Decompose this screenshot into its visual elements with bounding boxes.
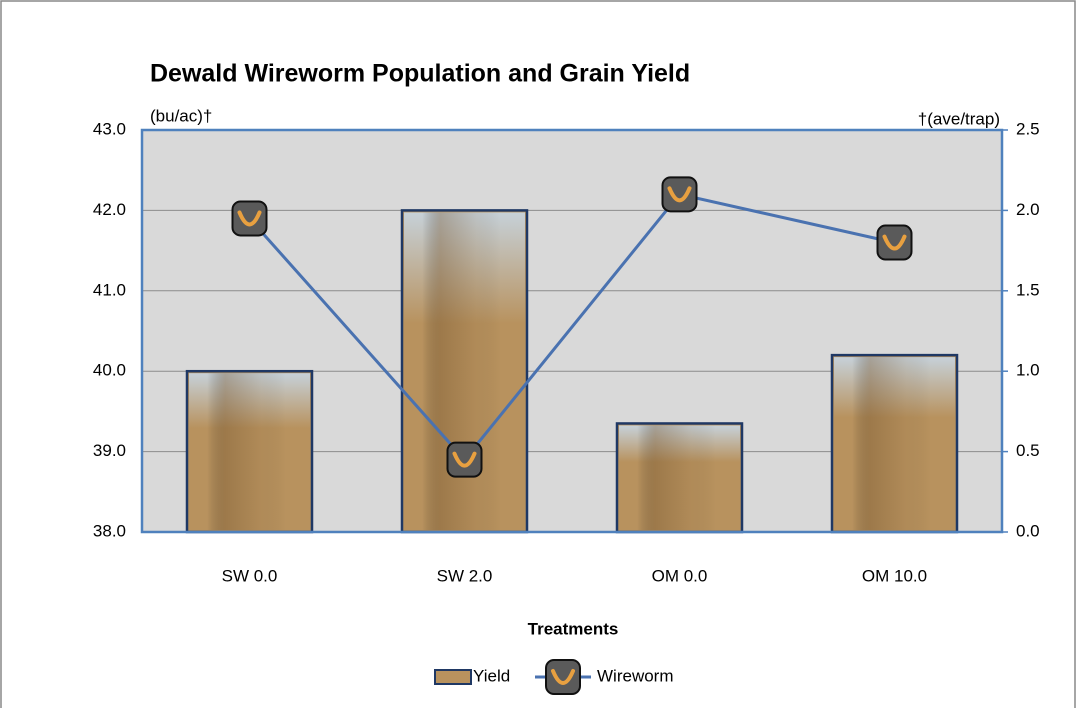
y2-tick-label: 2.5 — [1016, 119, 1040, 138]
y-tick-label: 39.0 — [93, 441, 126, 460]
y-tick-label: 40.0 — [93, 361, 126, 380]
y-tick-label: 42.0 — [93, 200, 126, 219]
y2-axis-label: †(ave/trap) — [918, 109, 1000, 128]
y-tick-label: 43.0 — [93, 119, 126, 138]
line-marker — [546, 660, 580, 694]
bar-texture — [189, 373, 310, 530]
x-axis-label: Treatments — [528, 619, 619, 638]
line-marker — [233, 201, 267, 235]
y2-tick-label: 0.5 — [1016, 441, 1040, 460]
x-tick-label: SW 0.0 — [222, 566, 278, 585]
bar-texture — [404, 212, 525, 530]
legend-label: Yield — [473, 666, 510, 685]
y2-tick-label: 1.0 — [1016, 361, 1040, 380]
x-tick-label: SW 2.0 — [437, 566, 493, 585]
chart-title: Dewald Wireworm Population and Grain Yie… — [150, 60, 690, 88]
line-marker — [448, 443, 482, 477]
marker-group — [233, 201, 267, 235]
bar-texture — [619, 425, 740, 530]
legend-swatch — [435, 670, 471, 684]
line-marker — [878, 226, 912, 260]
y-tick-label: 38.0 — [93, 521, 126, 540]
line-marker — [663, 177, 697, 211]
marker-group — [448, 443, 482, 477]
y-tick-label: 41.0 — [93, 280, 126, 299]
marker-group — [663, 177, 697, 211]
y-axis-label: (bu/ac)† — [150, 106, 212, 125]
y2-tick-label: 0.0 — [1016, 521, 1040, 540]
y2-tick-label: 2.0 — [1016, 200, 1040, 219]
bar-texture — [834, 357, 955, 530]
marker-group — [878, 226, 912, 260]
chart: Dewald Wireworm Population and Grain Yie… — [0, 0, 1083, 708]
x-tick-label: OM 10.0 — [862, 566, 927, 585]
x-tick-label: OM 0.0 — [652, 566, 708, 585]
y2-tick-label: 1.5 — [1016, 280, 1040, 299]
legend-label: Wireworm — [597, 666, 674, 685]
legend-marker — [546, 660, 580, 694]
